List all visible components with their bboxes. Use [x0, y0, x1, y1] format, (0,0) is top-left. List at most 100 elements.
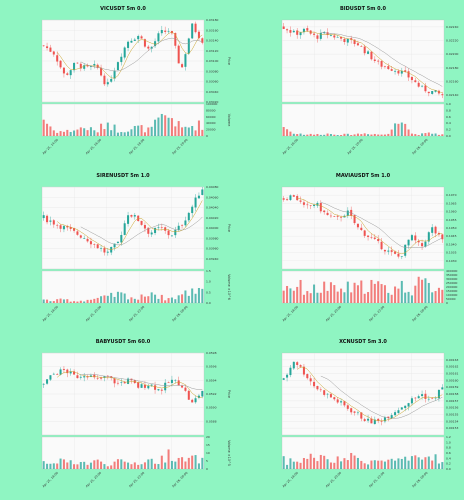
price-tick-label: 0.04020 — [206, 216, 218, 220]
volume-bar — [167, 117, 170, 136]
volume-bar — [289, 458, 292, 469]
date-tick-label: Apr 26, 00:00 — [411, 305, 428, 322]
volume-bar — [143, 462, 146, 469]
candle-body — [394, 251, 397, 254]
candle-body — [390, 415, 393, 419]
volume-bar — [103, 464, 106, 469]
candle-body — [390, 69, 393, 71]
candle-body — [434, 226, 437, 234]
volume-bar — [197, 120, 200, 136]
volume-bar — [143, 296, 146, 303]
volume-bar — [292, 461, 295, 469]
candle-body — [431, 91, 434, 94]
volume-bar — [394, 286, 397, 303]
candle-body — [441, 234, 444, 240]
price-tick-label: 0.0588 — [206, 419, 217, 423]
volume-bar — [174, 126, 177, 136]
candle-body — [52, 373, 55, 375]
volume-bar — [79, 300, 82, 303]
volume-bar — [160, 294, 163, 303]
candle-body — [133, 215, 136, 217]
volume-bar — [407, 291, 410, 303]
candle-body — [282, 26, 285, 29]
chart-title: BABYUSDT 5m 60.0 — [96, 339, 151, 345]
volume-bar — [343, 133, 346, 136]
volume-bar — [404, 292, 407, 303]
volume-bar — [123, 461, 126, 469]
candle-body — [100, 67, 103, 76]
candle-body — [79, 376, 82, 378]
volume-bar — [56, 132, 59, 136]
volume-bar — [89, 127, 92, 136]
volume-tick-label: 200000 — [446, 285, 458, 289]
volume-bar — [346, 281, 349, 303]
volume-tick-label: 350000 — [446, 273, 458, 277]
volume-tick-label: 0.4 — [446, 121, 451, 125]
candle-body — [400, 407, 403, 410]
candle-body — [319, 32, 322, 39]
candle-body — [174, 229, 177, 236]
candle-body — [201, 189, 204, 195]
volume-bar — [83, 128, 86, 136]
candle-body — [184, 387, 187, 391]
volume-bar — [421, 133, 424, 136]
candle-body — [184, 54, 187, 67]
volume-bar — [154, 463, 157, 469]
volume-tick-label: 0.4 — [446, 456, 451, 460]
candle-body — [302, 366, 305, 375]
volume-bar — [427, 132, 430, 136]
candle-body — [103, 248, 106, 253]
chart-panel-1: VICUSDT 5m 0.0 0.03180 0.03160 0.03140 0.031… — [42, 6, 231, 155]
candle-body — [370, 418, 373, 424]
candle-body — [346, 405, 349, 409]
volume-bar — [333, 462, 336, 469]
volume-bar — [187, 457, 190, 469]
candle-body — [157, 33, 160, 42]
candle-body — [387, 416, 390, 418]
candle-body — [394, 412, 397, 416]
volume-bar — [326, 133, 329, 136]
candle-body — [292, 30, 295, 33]
candle-body — [333, 35, 336, 38]
candle-body — [323, 210, 326, 213]
volume-tick-label: 20 — [206, 435, 210, 439]
volume-bar — [373, 133, 376, 136]
volume-bar — [437, 287, 440, 303]
price-tick-label: 0.03120 — [206, 49, 218, 53]
volume-bar — [356, 133, 359, 136]
volume-bar — [133, 125, 136, 136]
volume-bar — [73, 130, 76, 136]
volume-bar — [394, 123, 397, 136]
date-tick-label: Apr 25, 18:00 — [282, 471, 299, 488]
candle-body — [289, 30, 292, 33]
volume-bar — [187, 127, 190, 136]
candle-body — [140, 220, 143, 225]
volume-tick-label: 60000 — [206, 115, 216, 119]
candle-body — [113, 378, 116, 384]
candle-body — [299, 200, 302, 202]
candle-body — [103, 75, 106, 85]
candle-body — [427, 91, 430, 94]
price-tick-label: 0.00158 — [446, 392, 458, 396]
candle-body — [46, 215, 49, 223]
candle-body — [100, 377, 103, 379]
ma-fast-line — [297, 366, 443, 422]
volume-tick-label: 10 — [206, 451, 210, 455]
volume-bar — [404, 123, 407, 136]
volume-bar — [66, 129, 69, 136]
price-tick-label: 0.00157 — [446, 399, 458, 403]
volume-bar — [302, 134, 305, 136]
volume-bar — [323, 134, 326, 136]
candle-body — [191, 23, 194, 39]
volume-tick-label: 0 — [446, 301, 448, 305]
price-tick-label: 0.00163 — [446, 358, 458, 362]
volume-bar — [137, 299, 140, 303]
volume-tick-label: 1.5 — [206, 269, 211, 273]
volume-bar — [49, 301, 52, 303]
candle-body — [441, 94, 444, 96]
volume-bar — [194, 130, 197, 136]
candle-body — [93, 374, 96, 378]
volume-bar — [400, 280, 403, 303]
date-tick-label: Apr 25, 16:00 — [282, 138, 299, 155]
volume-bar — [174, 299, 177, 303]
